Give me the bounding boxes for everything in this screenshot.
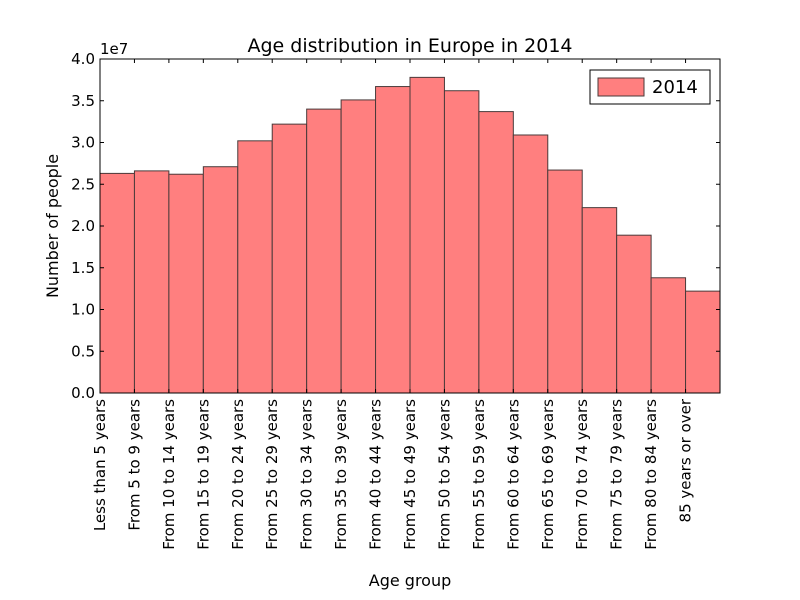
bar-8 xyxy=(375,86,411,394)
bar-14 xyxy=(581,207,618,394)
bar-12 xyxy=(512,134,549,394)
legend-swatch xyxy=(597,77,645,97)
x-axis-ticks: Less than 5 years From 5 to 9 years From 1… xyxy=(91,59,695,550)
y-tick-label-8: 4.0 xyxy=(71,50,95,68)
x-tick-label-17: 85 years or over xyxy=(677,398,695,522)
x-tick-label-3: From 15 to 19 years xyxy=(194,399,212,550)
x-tick-label-7: From 35 to 39 years xyxy=(332,399,350,550)
y-axis-multiplier: 1e7 xyxy=(100,40,128,58)
bar-2 xyxy=(168,173,204,394)
x-tick-label-11: From 55 to 59 years xyxy=(470,399,488,550)
plot-frame xyxy=(99,58,721,394)
y-tick-label-3: 1.5 xyxy=(71,259,95,277)
x-tick-label-15: From 75 to 79 years xyxy=(608,399,626,550)
bar-3 xyxy=(202,166,239,394)
x-tick-label-9: From 45 to 49 years xyxy=(401,399,419,550)
y-tick-label-1: 0.5 xyxy=(71,342,95,360)
bar-17 xyxy=(685,290,721,394)
x-tick-label-6: From 30 to 34 years xyxy=(298,399,316,550)
bar-13 xyxy=(547,169,583,394)
y-tick-label-5: 2.5 xyxy=(71,175,95,193)
x-tick-label-2: From 10 to 14 years xyxy=(160,399,178,550)
x-tick-label-14: From 70 to 74 years xyxy=(573,399,591,550)
x-tick-label-12: From 60 to 64 years xyxy=(504,399,522,550)
x-tick-label-10: From 50 to 54 years xyxy=(435,399,453,550)
chart-title: Age distribution in Europe in 2014 xyxy=(247,35,572,57)
x-axis-title: Age group xyxy=(369,571,452,590)
bar-11 xyxy=(478,111,514,394)
bar-9 xyxy=(409,76,445,394)
x-tick-label-13: From 65 to 69 years xyxy=(539,399,557,550)
x-tick-label-1: From 5 to 9 years xyxy=(125,399,143,531)
y-tick-label-4: 2.0 xyxy=(71,217,95,235)
x-tick-label-8: From 40 to 44 years xyxy=(367,399,385,550)
y-tick-label-0: 0.0 xyxy=(71,384,95,402)
legend: 2014 xyxy=(589,69,711,105)
y-axis-ticks: 0.0 0.5 1.0 1.5 2.0 2.5 3.0 3.5 4.0 xyxy=(71,50,720,402)
bar-4 xyxy=(237,140,273,394)
y-tick-label-6: 3.0 xyxy=(71,134,95,152)
x-tick-label-5: From 25 to 29 years xyxy=(263,399,281,550)
bar-10 xyxy=(443,90,480,394)
x-tick-label-4: From 20 to 24 years xyxy=(229,399,247,550)
y-tick-label-7: 3.5 xyxy=(71,92,95,110)
legend-label: 2014 xyxy=(652,77,698,98)
y-axis-title: Number of people xyxy=(43,154,62,298)
bar-6 xyxy=(306,108,342,394)
bar-5 xyxy=(271,123,308,394)
x-tick-label-16: From 80 to 84 years xyxy=(642,399,660,550)
bar-16 xyxy=(650,277,687,394)
bar-15 xyxy=(616,234,652,394)
bar-7 xyxy=(340,99,377,394)
bar-0 xyxy=(99,172,135,394)
bar-1 xyxy=(133,170,170,394)
bars-group xyxy=(99,76,721,394)
x-tick-label-0: Less than 5 years xyxy=(91,399,109,531)
y-tick-label-2: 1.0 xyxy=(71,301,95,319)
